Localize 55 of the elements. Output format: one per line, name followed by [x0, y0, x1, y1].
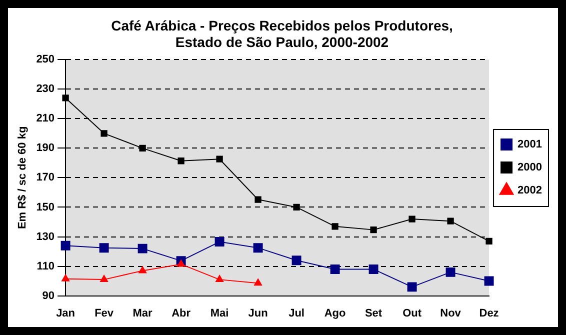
point: [178, 158, 184, 164]
point: [60, 240, 70, 250]
x-tick-label: Fev: [94, 307, 114, 320]
legend-label: 2000: [518, 162, 542, 174]
point: [214, 237, 224, 247]
y-axis-title: Em R$ / sc de 60 kg: [16, 126, 29, 230]
point: [368, 264, 378, 274]
point: [332, 223, 338, 230]
point: [62, 94, 69, 102]
x-tick-label: Jul: [288, 307, 304, 320]
legend-label: 2002: [518, 184, 542, 197]
point: [139, 144, 146, 152]
y-tick-label: 170: [36, 172, 55, 184]
legend-label: 2001: [518, 138, 542, 151]
x-tick-label: Ago: [324, 307, 346, 320]
point: [138, 266, 147, 274]
point: [254, 278, 262, 286]
y-tick-label: 130: [36, 230, 55, 243]
x-tick-label: Set: [364, 307, 382, 320]
point: [177, 260, 186, 267]
y-tick-label: 250: [36, 54, 55, 66]
point: [292, 256, 302, 266]
point: [62, 274, 70, 282]
x-tick-label: Dez: [479, 307, 500, 320]
point: [446, 267, 456, 277]
x-tick-label: Mar: [132, 307, 154, 320]
point: [408, 216, 416, 222]
chart-title: Café Arábica - Preços Recebidos pelos Produtores, Estado de São Paulo, 2000-2002: [111, 17, 453, 50]
y-tick-label: 230: [36, 83, 55, 96]
y-tick-label: 90: [42, 290, 55, 302]
point: [293, 204, 300, 211]
point: [138, 244, 148, 254]
point: [216, 156, 223, 162]
y-tick-label: 150: [36, 201, 55, 214]
point: [99, 243, 109, 253]
point: [407, 282, 417, 292]
point: [100, 130, 108, 137]
point: [216, 275, 224, 282]
y-tick-label: 190: [36, 142, 55, 154]
point: [100, 275, 108, 282]
x-tick-label: Nov: [440, 307, 462, 320]
y-tick-label: 210: [36, 112, 55, 125]
x-tick-label: Out: [402, 307, 422, 320]
point: [486, 238, 492, 245]
y-tick-label: 110: [36, 260, 55, 272]
point: [370, 226, 377, 234]
point: [254, 196, 262, 203]
point: [447, 218, 454, 224]
point: [484, 276, 494, 286]
point: [253, 243, 263, 253]
x-tick-label: Mai: [210, 307, 229, 320]
x-tick-label: Abr: [172, 307, 192, 320]
x-tick-label: Jan: [56, 307, 76, 320]
point: [330, 264, 340, 274]
x-tick-label: Jun: [248, 307, 268, 320]
